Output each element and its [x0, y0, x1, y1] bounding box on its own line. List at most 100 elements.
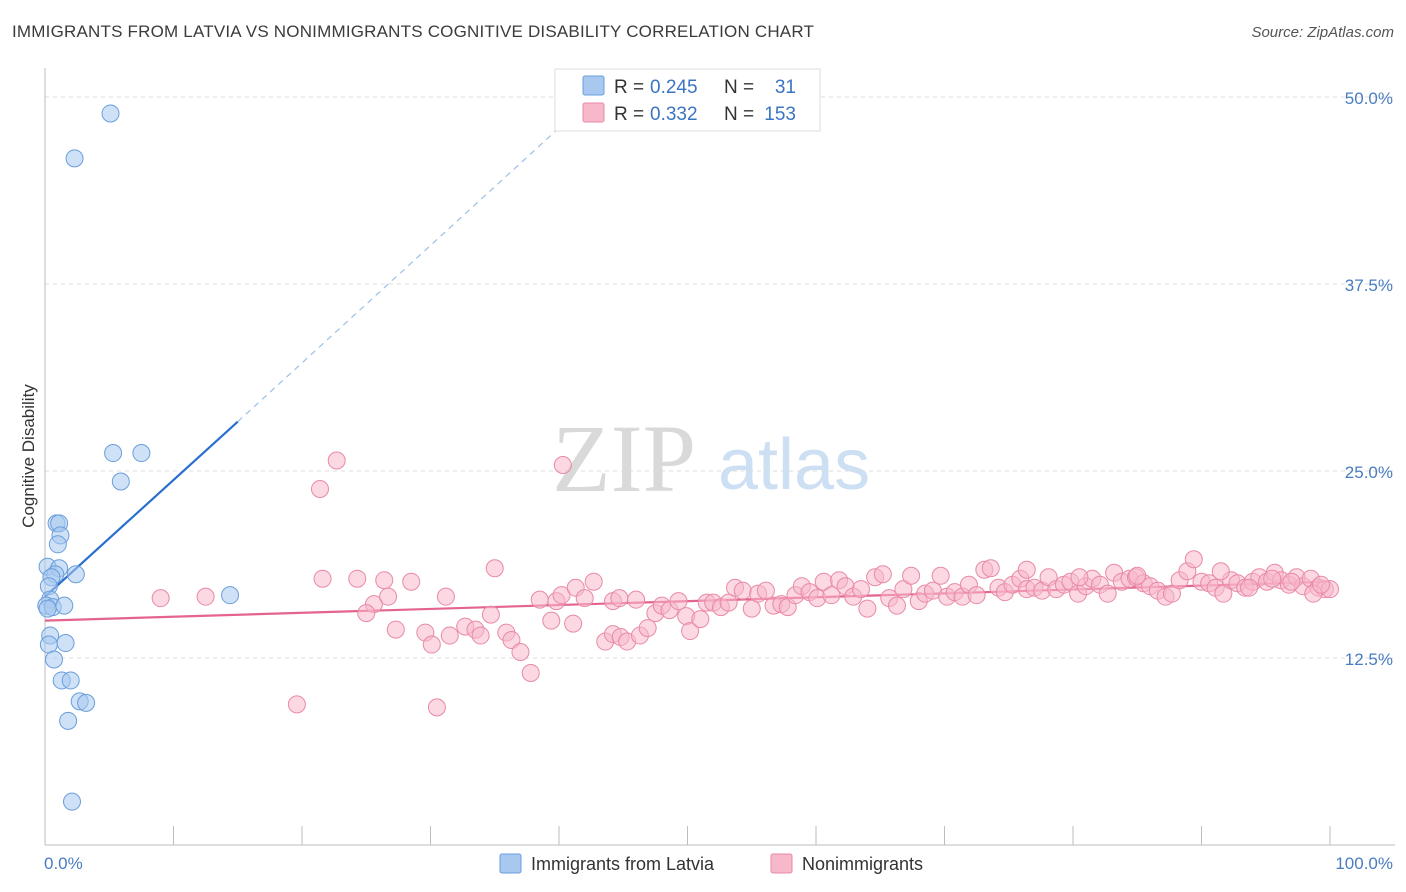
immigrants-point: [44, 650, 63, 669]
nonimmigrants-point: [485, 559, 504, 578]
legend-n-value-1: 153: [764, 104, 796, 125]
immigrants-trend-extension: [237, 104, 586, 423]
nonimmigrants-point: [375, 571, 394, 590]
nonimmigrants-point: [310, 479, 329, 498]
immigrants-point: [101, 104, 120, 123]
x-tick-labels: 0.0% 100.0%: [44, 854, 1393, 873]
legend-n-label-0: N =: [724, 77, 754, 98]
data-points: [37, 104, 1339, 811]
immigrants-point: [77, 693, 96, 712]
nonimmigrants-point: [357, 604, 376, 623]
legend-n-label-1: N =: [724, 104, 754, 125]
nonimmigrants-point: [742, 599, 761, 618]
nonimmigrants-point: [427, 698, 446, 717]
axes: [44, 68, 1395, 846]
legend-r-label-0: R =: [614, 77, 644, 98]
nonimmigrants-point: [669, 592, 688, 611]
trend-lines: [44, 104, 1331, 622]
nonimmigrants-point: [542, 611, 561, 630]
nonimmigrants-point: [313, 569, 332, 588]
nonimmigrants-point: [691, 610, 710, 629]
stats-legend: R = 0.245 N = 31 R = 0.332 N = 153: [554, 68, 821, 132]
nonimmigrants-point: [681, 622, 700, 641]
series-legend-label-nonimmigrants: Nonimmigrants: [802, 854, 923, 874]
nonimmigrants-point: [873, 565, 892, 584]
nonimmigrants-point: [822, 586, 841, 605]
nonimmigrants-point: [627, 590, 646, 609]
series-legend: Immigrants from Latvia Nonimmigrants: [499, 853, 923, 874]
nonimmigrants-point: [564, 614, 583, 633]
x-tick-label-min: 0.0%: [44, 854, 83, 873]
y-axis-label: Cognitive Disability: [19, 384, 38, 528]
y-tick-label: 37.5%: [1345, 276, 1393, 295]
legend-r-label-1: R =: [614, 104, 644, 125]
nonimmigrants-point: [1312, 575, 1331, 594]
nonimmigrants-point: [1263, 569, 1282, 588]
nonimmigrants-point: [719, 593, 738, 612]
nonimmigrants-point: [756, 581, 775, 600]
immigrants-point: [56, 634, 75, 653]
immigrants-point: [132, 444, 151, 463]
nonimmigrants-point: [584, 572, 603, 591]
nonimmigrants-point: [610, 589, 629, 608]
immigrants-point: [221, 586, 240, 605]
nonimmigrants-point: [379, 587, 398, 606]
nonimmigrants-point: [471, 626, 490, 645]
x-tick-label-max: 100.0%: [1335, 854, 1393, 873]
source-credit: Source: ZipAtlas.com: [1251, 24, 1394, 41]
nonimmigrants-point: [521, 663, 540, 682]
nonimmigrants-point: [902, 566, 921, 585]
chart-title: IMMIGRANTS FROM LATVIA VS NONIMMIGRANTS …: [12, 22, 815, 41]
nonimmigrants-point: [151, 589, 170, 608]
nonimmigrants-point: [931, 566, 950, 585]
nonimmigrants-point: [1211, 562, 1230, 581]
nonimmigrants-point: [422, 635, 441, 654]
nonimmigrants-point: [436, 587, 455, 606]
legend-swatch-nonimmigrants: [582, 102, 605, 123]
immigrants-point: [104, 444, 123, 463]
nonimmigrants-point: [402, 572, 421, 591]
nonimmigrants-point: [287, 695, 306, 714]
nonimmigrants-point: [1214, 584, 1233, 603]
series-legend-swatch-nonimmigrants: [770, 853, 793, 874]
y-tick-label: 12.5%: [1345, 650, 1393, 669]
immigrants-point: [55, 596, 74, 615]
y-tick-label: 25.0%: [1345, 463, 1393, 482]
nonimmigrants-point: [894, 580, 913, 599]
nonimmigrants-point: [1162, 584, 1181, 603]
nonimmigrants-point: [1070, 568, 1089, 587]
nonimmigrants-point: [967, 586, 986, 605]
nonimmigrants-point: [1184, 550, 1203, 569]
watermark: ZIP atlas: [552, 405, 870, 512]
watermark-zip: ZIP: [552, 405, 696, 512]
immigrants-point: [62, 792, 81, 811]
legend-swatch-immigrants: [582, 75, 605, 96]
nonimmigrants-point: [196, 587, 215, 606]
nonimmigrants-point: [530, 590, 549, 609]
y-tick-label: 50.0%: [1345, 89, 1393, 108]
immigrants-point: [61, 671, 80, 690]
nonimmigrants-point: [481, 605, 500, 624]
nonimmigrants-point: [1128, 566, 1147, 585]
nonimmigrants-point: [638, 619, 657, 638]
nonimmigrants-point: [553, 456, 572, 475]
nonimmigrants-point: [348, 569, 367, 588]
watermark-atlas: atlas: [718, 425, 870, 505]
nonimmigrants-point: [1098, 584, 1117, 603]
nonimmigrants-point: [552, 586, 571, 605]
nonimmigrants-point: [1240, 578, 1259, 597]
legend-r-value-0: 0.245: [650, 77, 698, 98]
y-tick-labels: 12.5% 25.0% 37.5% 50.0%: [1345, 89, 1393, 669]
immigrants-point: [38, 599, 57, 618]
immigrants-point: [59, 711, 78, 730]
series-legend-label-immigrants: Immigrants from Latvia: [531, 854, 715, 874]
series-legend-swatch-immigrants: [499, 853, 522, 874]
nonimmigrants-point: [440, 626, 459, 645]
immigrants-point: [66, 565, 85, 584]
nonimmigrants-point: [858, 599, 877, 618]
nonimmigrants-point: [1017, 560, 1036, 579]
nonimmigrants-point: [575, 589, 594, 608]
nonimmigrants-point: [981, 559, 1000, 578]
nonimmigrants-point: [327, 451, 346, 470]
